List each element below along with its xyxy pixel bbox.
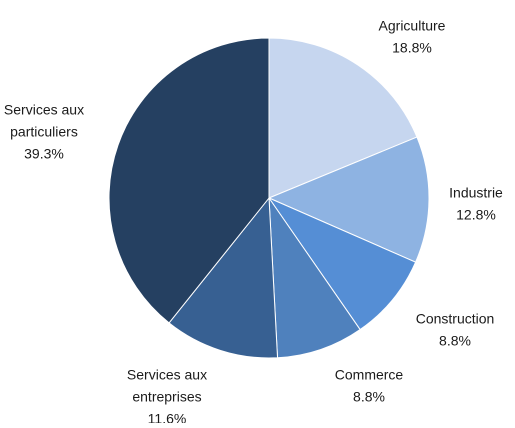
slice-category-label: Services aux (4, 102, 84, 118)
pie-slice-commerce (268, 196, 361, 359)
pie-slices (108, 37, 430, 359)
slice-value-label: 12.8% (456, 207, 496, 223)
pie-slice-services-aux-particuliers (108, 37, 270, 324)
pie-labels: Agriculture 18.8% Industrie 12.8% Constructi… (4, 18, 503, 427)
pie-slice-services-aux-entreprises (168, 196, 279, 359)
slice-category-label: Construction (416, 311, 495, 327)
slice-value-label: 18.8% (392, 40, 432, 56)
slice-category-label: particuliers (10, 124, 78, 140)
slice-category-label: entreprises (132, 389, 201, 405)
slice-category-label: Industrie (449, 185, 503, 201)
slice-value-label: 8.8% (353, 389, 385, 405)
slice-category-label: Services aux (127, 367, 207, 383)
slice-value-label: 11.6% (148, 411, 187, 423)
slice-value-label: 8.8% (439, 333, 471, 349)
slice-value-label: 39.3% (24, 146, 64, 162)
pie-slice-agriculture (268, 37, 418, 199)
slice-category-label: Commerce (335, 367, 404, 383)
pie-slice-industrie (267, 136, 430, 263)
slice-category-label: Agriculture (379, 18, 446, 34)
pie-slice-construction (267, 196, 417, 331)
